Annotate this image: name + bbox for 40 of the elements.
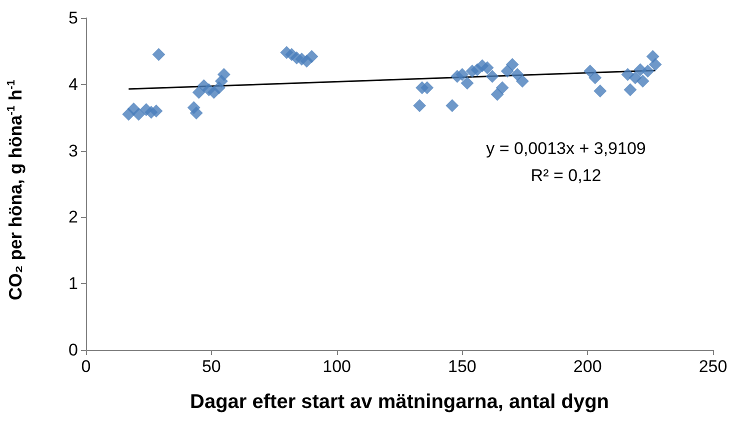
point (460, 76, 474, 90)
point (506, 58, 519, 71)
x-tick-label: 100 (322, 357, 351, 376)
point (624, 83, 637, 96)
x-tick-label: 250 (698, 357, 728, 376)
point (413, 99, 426, 112)
point (192, 86, 206, 99)
point (584, 64, 597, 78)
y-tick-label: 3 (68, 141, 78, 160)
annotation: R² = 0,12 (530, 166, 602, 185)
point (420, 81, 434, 94)
point (588, 71, 602, 84)
point (496, 81, 509, 94)
point (305, 50, 318, 64)
y-tick-label: 0 (68, 340, 78, 360)
y-tick-label: 2 (68, 208, 78, 227)
point (594, 84, 607, 98)
x-axis-title: Dagar efter start av mätningarna, antal dygn (190, 391, 610, 413)
point (480, 61, 494, 74)
x-tick-label: 0 (81, 357, 91, 376)
point (150, 104, 163, 118)
x-tick-label: 150 (448, 357, 476, 376)
point (648, 58, 662, 71)
point (446, 99, 459, 112)
point (516, 74, 529, 88)
x-tick-label: 200 (573, 357, 602, 376)
y-tick-label: 1 (68, 274, 78, 294)
point (641, 64, 654, 78)
point (486, 70, 499, 83)
point (217, 68, 230, 81)
point (152, 48, 166, 62)
annotation: y = 0,0013x + 3,9109 (486, 139, 646, 158)
point (636, 74, 650, 88)
y-tick-label: 5 (68, 8, 78, 28)
point (190, 106, 203, 120)
point (456, 68, 469, 81)
point (132, 108, 146, 121)
point (490, 88, 504, 101)
x-tick-label: 50 (202, 357, 221, 376)
y-tick-label: 4 (68, 74, 78, 94)
